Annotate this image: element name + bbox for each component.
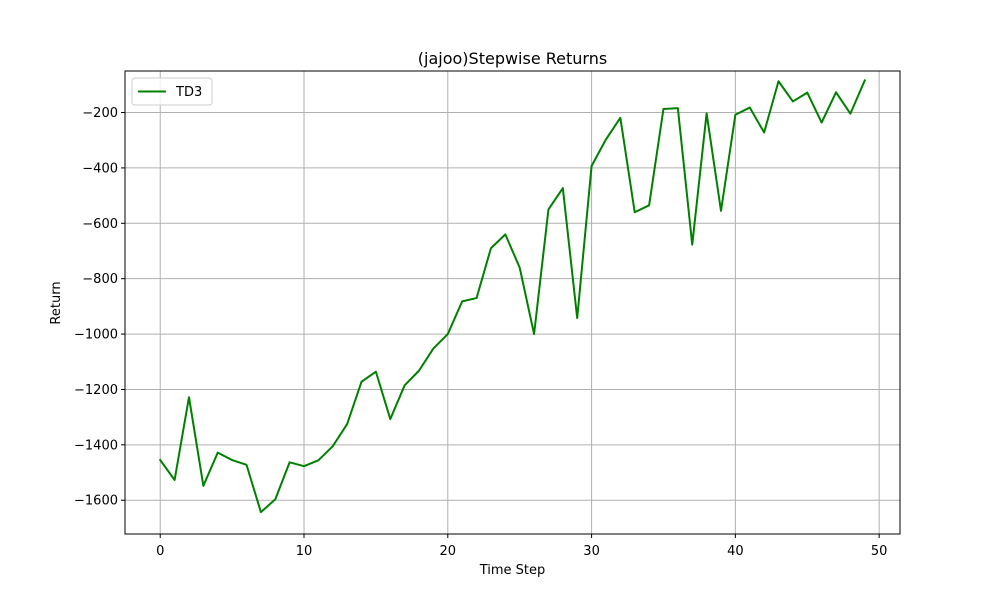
legend: TD3 bbox=[131, 77, 213, 106]
y-tick-label: −1000 bbox=[74, 328, 118, 343]
grid bbox=[125, 71, 900, 534]
y-axis-label: Return bbox=[49, 281, 64, 324]
y-tick-label: −1200 bbox=[74, 383, 118, 398]
ticks: 0 10 20 30 40 50 −1600 −1400 −1200 −1000 −800 −600 −… bbox=[74, 106, 887, 559]
y-tick-label: −600 bbox=[82, 217, 118, 232]
y-tick-label: −1400 bbox=[74, 438, 118, 453]
x-tick-label: 40 bbox=[727, 544, 744, 559]
x-tick-label: 30 bbox=[583, 544, 600, 559]
y-tick-label: −200 bbox=[82, 106, 118, 121]
chart-title: (jajoo)Stepwise Returns bbox=[418, 49, 607, 68]
x-tick-label: 10 bbox=[296, 544, 313, 559]
legend-box bbox=[131, 77, 213, 106]
x-tick-label: 50 bbox=[871, 544, 888, 559]
legend-label-td3: TD3 bbox=[175, 85, 202, 100]
y-tick-label: −800 bbox=[82, 272, 118, 287]
y-tick-label: −400 bbox=[82, 161, 118, 176]
plot-frame bbox=[124, 70, 901, 535]
y-tick-label: −1600 bbox=[74, 494, 118, 509]
series-layer bbox=[158, 79, 867, 514]
series-line-td3 bbox=[158, 79, 867, 514]
x-tick-label: 0 bbox=[156, 544, 164, 559]
x-axis-label: Time Step bbox=[479, 563, 546, 578]
x-tick-label: 20 bbox=[440, 544, 457, 559]
